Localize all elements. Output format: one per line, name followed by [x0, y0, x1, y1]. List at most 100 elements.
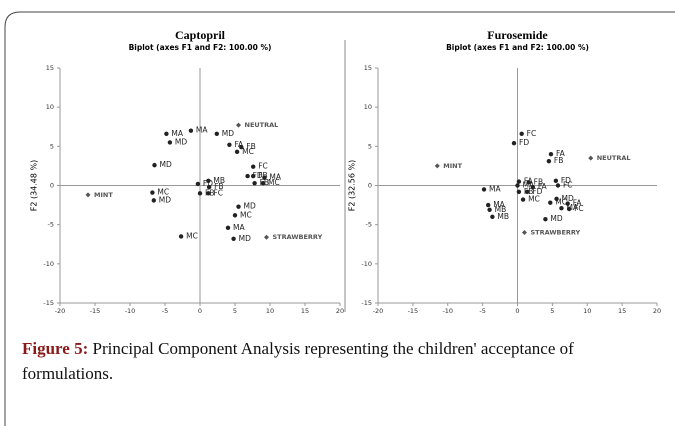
- observation: [151, 198, 156, 203]
- variable: [264, 234, 269, 240]
- y-tick-label: -5: [48, 221, 54, 229]
- x-tick-label: 10: [583, 307, 591, 315]
- observation: [178, 234, 184, 239]
- y-tick-label: 0: [368, 182, 372, 190]
- caption-label: Figure 5:: [22, 339, 89, 358]
- x-tick-label: -20: [373, 307, 384, 315]
- observation: [236, 204, 241, 209]
- x-tick-label: 15: [618, 307, 626, 315]
- x-tick-label: 10: [266, 307, 274, 315]
- y-tick-label: 15: [364, 64, 372, 72]
- y-tick-label: 5: [368, 142, 372, 150]
- point-label: FB: [246, 142, 255, 151]
- variable-label: MINT: [443, 162, 462, 170]
- observation: [481, 187, 487, 192]
- point-label: MD: [562, 194, 574, 203]
- observation: [260, 180, 266, 186]
- y-tick-label: 10: [364, 103, 372, 111]
- point-label: FA: [538, 182, 548, 191]
- caption-text: Principal Component Analysis representin…: [22, 339, 574, 383]
- observation: [487, 207, 492, 212]
- point-label: FD: [532, 187, 542, 196]
- point-label: FD: [561, 176, 571, 185]
- observation: [227, 142, 232, 147]
- observation: [565, 201, 570, 206]
- x-tick-label: 0: [198, 307, 202, 315]
- observation: [548, 200, 553, 205]
- point-label: FC: [213, 188, 223, 197]
- observation: [245, 173, 250, 179]
- observation: [150, 190, 155, 195]
- caption: Figure 5: Principal Component Analysis r…: [22, 336, 662, 386]
- chart-title: Furosemide: [487, 28, 548, 42]
- y-tick-label: -5: [366, 221, 372, 229]
- observation: [511, 141, 517, 146]
- point-label: FA: [556, 149, 566, 158]
- y-tick-label: -15: [43, 299, 54, 307]
- x-tick-label: -10: [125, 307, 136, 315]
- x-tick-label: 5: [550, 307, 554, 315]
- x-tick-label: 20: [336, 307, 344, 315]
- variable: [236, 122, 241, 128]
- observation: [516, 189, 522, 194]
- chart-subtitle: Biplot (axes F1 and F2: 100.00 %): [446, 43, 589, 52]
- observation: [559, 206, 564, 211]
- observation: [490, 214, 495, 220]
- x-tick-label: -5: [479, 307, 485, 315]
- variable-label: MINT: [94, 191, 113, 199]
- point-label: FC: [527, 129, 537, 138]
- variable: [85, 192, 91, 198]
- observation: [232, 213, 238, 218]
- point-label: FB: [554, 156, 563, 165]
- observation: [252, 180, 257, 186]
- observation: [167, 140, 173, 145]
- point-label: MA: [233, 223, 245, 232]
- observation: [555, 183, 561, 188]
- point-label: FD: [203, 179, 213, 188]
- point-label: MC: [268, 178, 280, 187]
- x-tick-label: 20: [653, 307, 661, 315]
- point-label: MA: [489, 184, 501, 193]
- point-label: FB: [534, 177, 543, 186]
- point-label: FA: [524, 177, 534, 186]
- y-tick-label: -15: [361, 299, 372, 307]
- point-label: FC: [258, 162, 268, 171]
- point-label: MA: [269, 173, 281, 182]
- point-label: MB: [497, 212, 509, 221]
- observation: [195, 181, 201, 187]
- point-label: FA: [234, 140, 244, 149]
- variable-label: NEUTRAL: [597, 154, 631, 162]
- observation: [164, 131, 169, 136]
- x-tick-label: -20: [55, 307, 66, 315]
- point-label: MB: [495, 205, 507, 214]
- observation: [520, 197, 526, 202]
- point-label: MB: [213, 176, 225, 185]
- point-label: MC: [186, 231, 198, 240]
- variable-label: NEUTRAL: [245, 121, 279, 129]
- y-tick-label: -10: [361, 260, 372, 268]
- observation: [546, 159, 552, 164]
- point-label: MA: [196, 126, 208, 135]
- variable: [521, 230, 527, 235]
- y-tick-label: 0: [50, 182, 54, 190]
- observation: [239, 144, 244, 150]
- x-tick-label: -5: [162, 307, 168, 315]
- chart-title: Captopril: [175, 28, 226, 42]
- point-label: FB: [258, 171, 267, 180]
- observation: [206, 184, 212, 190]
- x-tick-label: 0: [515, 307, 519, 315]
- observation: [251, 164, 256, 169]
- point-label: MC: [240, 210, 252, 219]
- observation: [526, 180, 531, 185]
- variable: [434, 163, 440, 169]
- observation: [554, 196, 559, 202]
- observation: [566, 206, 572, 212]
- observation: [548, 151, 554, 157]
- observation: [530, 184, 536, 190]
- point-label: FA: [573, 199, 583, 208]
- chart-subtitle: Biplot (axes F1 and F2: 100.00 %): [129, 43, 272, 52]
- point-label: MA: [523, 181, 535, 190]
- frame: [4, 11, 675, 426]
- y-tick-label: -10: [43, 260, 54, 268]
